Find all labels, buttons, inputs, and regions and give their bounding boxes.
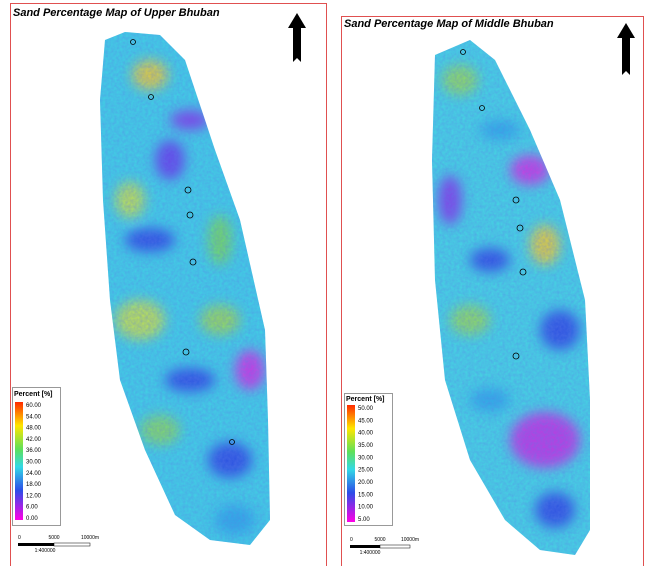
legend-label: 36.00 bbox=[26, 448, 42, 454]
north-arrow bbox=[617, 23, 635, 75]
color-ramp bbox=[347, 405, 355, 522]
legend-title: Percent [%] bbox=[346, 396, 385, 403]
scale-label: 10000m bbox=[401, 537, 419, 543]
legend-label: 24.00 bbox=[26, 471, 42, 477]
scale-label: 0 bbox=[350, 537, 353, 543]
legend-label: 18.00 bbox=[26, 482, 42, 488]
legend-label: 40.00 bbox=[358, 431, 374, 437]
scale-bar bbox=[18, 543, 410, 548]
legend-label: 50.00 bbox=[358, 406, 374, 412]
scale-label: 0 bbox=[18, 535, 21, 541]
legend-label: 5.00 bbox=[358, 517, 370, 523]
sand-map bbox=[90, 25, 280, 555]
legend-title: Percent [%] bbox=[14, 391, 53, 398]
map-title: Sand Percentage Map of Middle Bhuban bbox=[344, 18, 554, 30]
legend-label: 45.00 bbox=[358, 418, 374, 424]
north-arrow bbox=[288, 13, 306, 62]
scale-label: 10000m bbox=[81, 535, 99, 541]
map-title: Sand Percentage Map of Upper Bhuban bbox=[13, 7, 220, 19]
scale-label: 5000 bbox=[374, 537, 385, 543]
legend-label: 12.00 bbox=[26, 493, 42, 499]
legend-label: 10.00 bbox=[358, 505, 374, 511]
legend-label: 30.00 bbox=[358, 455, 374, 461]
scale-ratio: 1:400000 bbox=[35, 548, 56, 554]
legend-label: 6.00 bbox=[26, 505, 38, 511]
legend-label: 54.00 bbox=[26, 414, 42, 420]
color-ramp bbox=[15, 402, 23, 520]
sand-map bbox=[420, 30, 600, 560]
legend-label: 25.00 bbox=[358, 468, 374, 474]
legend-label: 60.00 bbox=[26, 403, 42, 409]
map-figure: Sand Percentage Map of Upper Bhuban Perce… bbox=[0, 0, 645, 566]
legend-label: 42.00 bbox=[26, 437, 42, 443]
legend-label: 48.00 bbox=[26, 426, 42, 432]
legend-label: 0.00 bbox=[26, 516, 38, 522]
scale-label: 5000 bbox=[48, 535, 59, 541]
scale-ratio: 1:400000 bbox=[360, 550, 381, 556]
legend-label: 20.00 bbox=[358, 480, 374, 486]
legend-label: 35.00 bbox=[358, 443, 374, 449]
legend-label: 30.00 bbox=[26, 460, 42, 466]
legend-label: 15.00 bbox=[358, 492, 374, 498]
